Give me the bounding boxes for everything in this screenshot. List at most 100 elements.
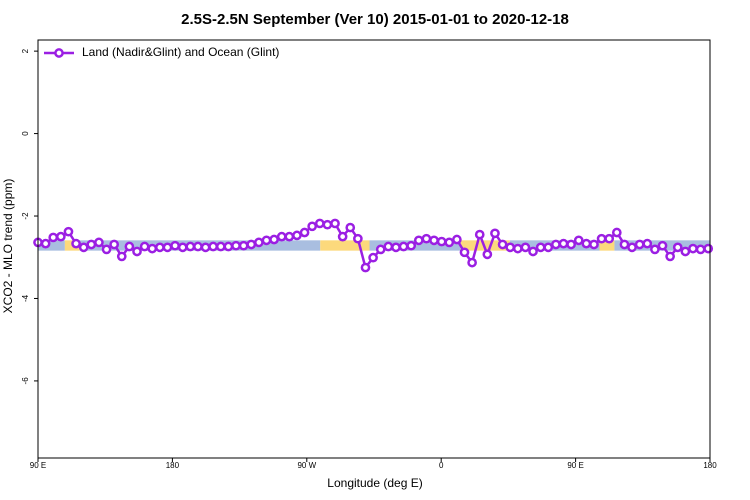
data-point	[619, 239, 630, 250]
surface-band	[599, 240, 615, 251]
data-point	[101, 244, 112, 255]
data-point	[238, 240, 249, 251]
data-point	[474, 229, 485, 240]
data-point	[55, 231, 66, 242]
data-point	[429, 235, 439, 246]
x-axis-label: Longitude (deg E)	[327, 476, 422, 490]
plot-frame	[37, 39, 711, 459]
data-point	[314, 218, 325, 229]
data-point	[307, 221, 318, 232]
data-point	[627, 242, 637, 253]
data-point	[566, 239, 576, 250]
data-point	[413, 235, 424, 246]
data-point	[680, 246, 691, 257]
data-point	[657, 240, 668, 251]
data-point	[406, 240, 417, 251]
data-point	[193, 241, 203, 252]
data-point	[703, 243, 714, 254]
y-tick-label: 2	[21, 48, 30, 53]
data-point	[86, 239, 97, 250]
data-point	[345, 222, 356, 233]
data-point	[375, 244, 386, 255]
data-point	[688, 243, 698, 254]
data-point	[71, 238, 81, 249]
data-point	[596, 233, 607, 244]
data-point	[505, 242, 516, 253]
chart-title: 2.5S-2.5N September (Ver 10) 2015-01-01 …	[181, 11, 569, 28]
data-point	[368, 252, 378, 263]
data-point	[200, 242, 211, 253]
data-point	[642, 238, 653, 249]
data-point	[695, 244, 706, 255]
data-point	[421, 233, 432, 244]
data-point	[276, 231, 287, 242]
data-point	[482, 249, 493, 260]
data-point	[520, 242, 531, 253]
data-point	[63, 226, 74, 237]
data-point	[284, 231, 295, 242]
data-point	[589, 239, 599, 250]
data-point	[672, 242, 683, 253]
data-point	[261, 235, 272, 246]
data-point	[436, 236, 447, 247]
data-point	[185, 241, 196, 252]
data-point	[116, 251, 127, 262]
data-point	[497, 239, 508, 250]
data-point	[573, 235, 584, 246]
y-tick-label: -6	[21, 377, 30, 385]
data-point	[512, 243, 523, 254]
data-point	[215, 241, 226, 252]
y-tick-label: -2	[21, 212, 30, 220]
data-point	[246, 239, 257, 250]
data-point	[558, 238, 569, 249]
data-point	[269, 234, 279, 245]
y-tick-label: 0	[21, 131, 30, 136]
data-point	[604, 233, 615, 244]
data-point	[634, 239, 645, 250]
data-point	[452, 234, 462, 245]
data-point	[254, 237, 264, 248]
x-tick-label: 90 E	[567, 461, 583, 470]
data-point	[360, 262, 371, 273]
data-point	[330, 218, 340, 229]
data-point	[444, 237, 455, 248]
data-point	[459, 247, 470, 258]
data-point	[208, 241, 219, 252]
data-point	[124, 241, 135, 252]
data-point	[467, 257, 477, 268]
data-point	[611, 227, 622, 238]
data-point	[78, 242, 89, 253]
data-point	[299, 227, 310, 238]
data-point	[337, 231, 348, 242]
x-tick-label: 180	[166, 461, 180, 470]
data-point	[322, 219, 333, 230]
data-point	[528, 246, 538, 257]
y-axis-label: XCO2 - MLO trend (ppm)	[1, 179, 15, 314]
x-tick-label: 90 E	[30, 461, 46, 470]
data-point	[665, 251, 675, 262]
data-point	[353, 233, 363, 244]
data-point	[490, 228, 500, 239]
data-point	[223, 241, 234, 252]
data-point	[162, 242, 173, 253]
data-point	[650, 244, 660, 255]
data-point	[581, 238, 592, 249]
legend-marker	[54, 48, 64, 58]
data-point	[398, 241, 409, 252]
data-point	[391, 242, 401, 253]
data-point	[94, 237, 104, 248]
surface-band	[38, 240, 65, 251]
data-point	[292, 230, 302, 241]
data-point	[551, 239, 561, 250]
y-tick-label: -4	[21, 294, 30, 302]
data-point	[170, 240, 180, 251]
data-point	[147, 243, 158, 254]
data-point	[109, 239, 120, 250]
data-point	[177, 242, 188, 253]
x-tick-label: 180	[703, 461, 717, 470]
data-point	[139, 241, 150, 252]
data-point	[40, 238, 51, 249]
x-tick-label: 0	[439, 461, 444, 470]
data-point	[543, 242, 554, 253]
